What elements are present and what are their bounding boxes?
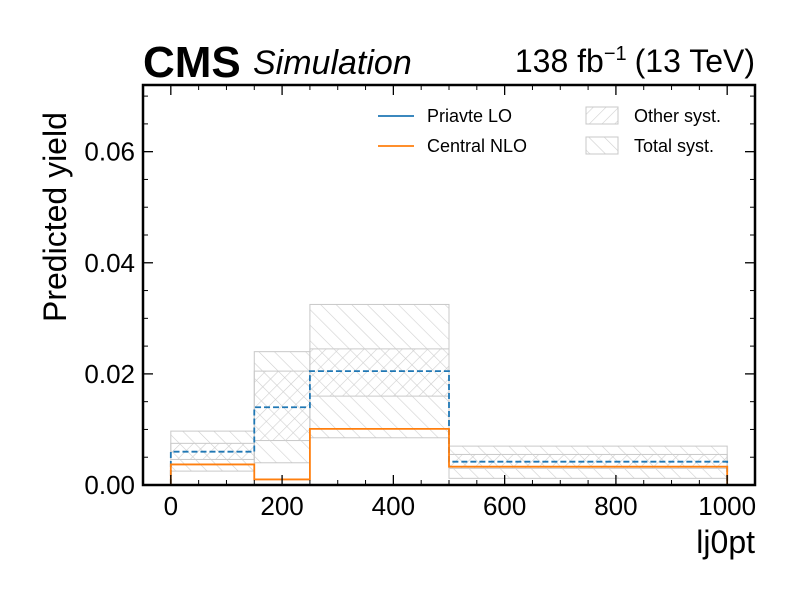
legend-label-total-syst: Total syst.: [634, 136, 714, 156]
x-axis-label: lj0pt: [696, 524, 755, 560]
plot-frame: [141, 83, 757, 487]
luminosity-label: 138 fb−1 (13 TeV): [515, 43, 755, 79]
legend: Priavte LO Central NLO Other syst. Total sy…: [378, 106, 721, 156]
x-tick-label: 1000: [698, 491, 756, 521]
y-tick-label: 0.00: [84, 470, 135, 500]
y-axis-label: Predicted yield: [37, 112, 73, 322]
y-tick-label: 0.04: [84, 248, 135, 278]
series-line-central-nlo: [169, 427, 729, 485]
legend-label-private-lo: Priavte LO: [427, 106, 512, 126]
y-tick-label: 0.06: [84, 137, 135, 167]
legend-swatch-other-syst: [585, 106, 619, 125]
x-tick-label: 800: [594, 491, 637, 521]
y-tick-label: 0.02: [84, 359, 135, 389]
legend-label-other-syst: Other syst.: [634, 106, 721, 126]
x-tick-label: 400: [372, 491, 415, 521]
series-line-private-lo: [169, 370, 729, 485]
band-total-syst-bin-2: [309, 303, 450, 439]
series-lines: [169, 370, 729, 485]
x-tick-label: 0: [164, 491, 178, 521]
legend-swatch-total-syst: [585, 136, 619, 155]
x-tick-label: 600: [483, 491, 526, 521]
experiment-label: CMS: [143, 38, 241, 87]
x-tick-label: 200: [260, 491, 303, 521]
status-label: Simulation: [253, 44, 412, 82]
legend-label-central-nlo: Central NLO: [427, 136, 527, 156]
